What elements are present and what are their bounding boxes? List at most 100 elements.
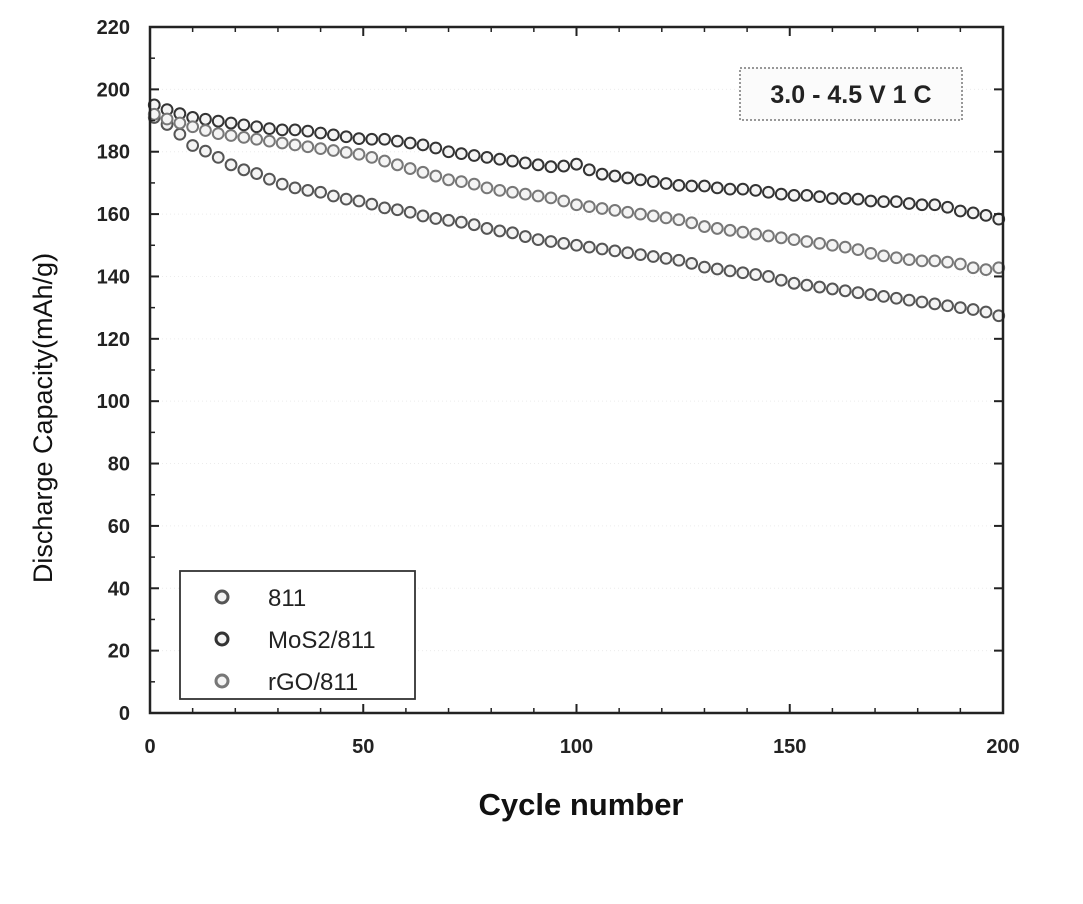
data-point bbox=[672, 253, 686, 267]
y-tick-label: 200 bbox=[97, 79, 130, 101]
data-point bbox=[672, 179, 686, 192]
data-point bbox=[352, 132, 366, 146]
data-point bbox=[557, 237, 571, 250]
data-point bbox=[953, 204, 967, 218]
data-point bbox=[480, 150, 494, 164]
data-point bbox=[237, 118, 251, 132]
legend-label: MoS2/811 bbox=[268, 627, 376, 654]
x-tick-label: 100 bbox=[560, 736, 593, 758]
data-point bbox=[250, 120, 264, 134]
data-point bbox=[698, 179, 711, 193]
legend-label: 811 bbox=[268, 585, 306, 612]
data-point bbox=[787, 276, 801, 290]
data-point bbox=[288, 138, 302, 152]
data-point bbox=[736, 182, 750, 196]
data-point bbox=[518, 156, 532, 170]
data-point bbox=[570, 238, 583, 252]
data-point bbox=[826, 282, 839, 296]
data-point bbox=[454, 215, 468, 229]
data-point bbox=[365, 132, 379, 146]
data-point bbox=[889, 195, 903, 209]
data-point bbox=[480, 181, 494, 195]
y-tick-label: 220 bbox=[97, 17, 130, 39]
data-point bbox=[698, 260, 711, 274]
data-point bbox=[224, 129, 238, 142]
data-point bbox=[953, 257, 967, 271]
data-point bbox=[774, 273, 788, 287]
data-point bbox=[326, 189, 340, 203]
data-point bbox=[454, 147, 468, 160]
data-point bbox=[211, 127, 225, 141]
data-point bbox=[685, 179, 699, 193]
data-point bbox=[864, 288, 878, 301]
series-rgo-811 bbox=[147, 107, 1006, 276]
data-point bbox=[762, 229, 775, 243]
data-point bbox=[211, 150, 225, 164]
data-point bbox=[211, 114, 225, 128]
data-point bbox=[442, 173, 455, 187]
data-point bbox=[723, 182, 737, 196]
data-point bbox=[442, 145, 455, 159]
data-point bbox=[352, 147, 366, 161]
data-point bbox=[518, 187, 532, 201]
y-tick-label: 60 bbox=[108, 516, 130, 538]
data-point bbox=[429, 169, 443, 183]
x-tick-label: 50 bbox=[352, 736, 374, 758]
y-tick-label: 20 bbox=[108, 641, 130, 663]
data-point bbox=[378, 154, 391, 168]
data-point bbox=[710, 262, 724, 276]
data-point bbox=[659, 211, 673, 225]
data-point bbox=[339, 130, 353, 144]
data-point bbox=[314, 142, 328, 156]
data-point bbox=[506, 226, 519, 240]
data-point bbox=[199, 112, 212, 126]
data-point bbox=[506, 154, 519, 168]
data-point bbox=[557, 159, 571, 173]
data-point bbox=[736, 225, 750, 239]
data-point bbox=[941, 200, 954, 214]
data-point bbox=[634, 207, 647, 221]
y-tick-label: 100 bbox=[97, 391, 130, 413]
data-point bbox=[979, 305, 993, 319]
data-point bbox=[390, 203, 404, 217]
data-point bbox=[186, 120, 200, 134]
data-point bbox=[762, 270, 775, 283]
data-point bbox=[570, 198, 583, 212]
data-point bbox=[621, 205, 635, 219]
data-point bbox=[301, 124, 315, 138]
data-point bbox=[288, 123, 302, 137]
data-point bbox=[557, 194, 571, 208]
data-point bbox=[582, 163, 596, 177]
y-tick-label: 40 bbox=[108, 578, 130, 600]
data-point bbox=[595, 167, 609, 181]
data-point bbox=[314, 185, 328, 199]
data-point bbox=[979, 263, 993, 276]
x-tick-label: 150 bbox=[773, 736, 806, 758]
data-point bbox=[518, 230, 532, 243]
series-layer bbox=[147, 98, 1006, 323]
data-point bbox=[800, 188, 814, 202]
data-point bbox=[646, 175, 660, 189]
data-point bbox=[928, 198, 942, 212]
data-point bbox=[723, 264, 737, 278]
data-point bbox=[570, 157, 583, 171]
data-point bbox=[275, 177, 289, 191]
data-point bbox=[301, 183, 315, 197]
data-point bbox=[608, 169, 622, 183]
data-point bbox=[672, 213, 686, 227]
data-point bbox=[851, 192, 865, 206]
data-point bbox=[902, 197, 916, 210]
data-point bbox=[762, 185, 775, 199]
data-point bbox=[595, 202, 609, 215]
data-point bbox=[749, 268, 763, 281]
data-point bbox=[877, 249, 890, 263]
data-point bbox=[186, 139, 200, 152]
data-point bbox=[403, 136, 417, 150]
data-point bbox=[889, 251, 903, 265]
data-point bbox=[966, 303, 980, 316]
data-point bbox=[237, 130, 251, 144]
legend-marker bbox=[214, 673, 230, 689]
x-axis-title: Cycle number bbox=[478, 787, 683, 822]
data-point bbox=[480, 222, 494, 235]
data-point bbox=[800, 235, 814, 248]
